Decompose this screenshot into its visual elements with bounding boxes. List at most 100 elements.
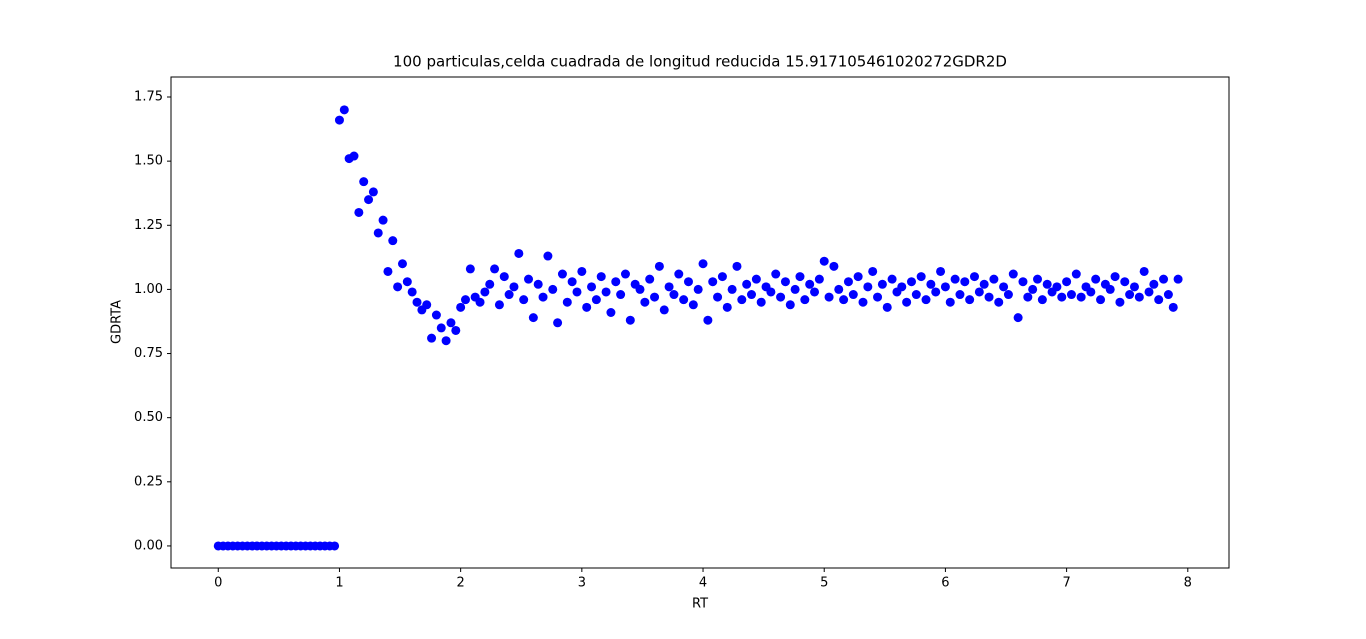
point (921, 295, 931, 305)
point (659, 305, 669, 315)
point (766, 287, 776, 297)
point (863, 282, 873, 292)
point (853, 272, 863, 282)
point (969, 272, 979, 282)
point (911, 290, 921, 300)
point (805, 279, 815, 289)
x-tick-label: 4 (699, 576, 707, 591)
point (829, 261, 839, 271)
point (747, 290, 757, 300)
point (1028, 284, 1038, 294)
point (640, 297, 650, 307)
point (814, 274, 824, 284)
point (955, 290, 965, 300)
point (1105, 284, 1115, 294)
point (635, 284, 645, 294)
point (572, 287, 582, 297)
point (722, 302, 732, 312)
point (596, 272, 606, 282)
x-tick-label: 3 (578, 576, 586, 591)
point (776, 292, 786, 302)
point (1125, 290, 1135, 300)
point (1076, 292, 1086, 302)
point (674, 269, 684, 279)
point (504, 290, 514, 300)
x-tick-label: 7 (1062, 576, 1070, 591)
y-tick-label: 1.25 (134, 218, 163, 233)
y-tick-label: 1.00 (134, 282, 163, 297)
point (364, 195, 374, 205)
y-axis-label: GDRTA (110, 300, 125, 344)
point (979, 279, 989, 289)
point (1144, 287, 1154, 297)
point (698, 259, 708, 269)
point (393, 282, 403, 292)
point (771, 269, 781, 279)
point (553, 318, 563, 328)
point (868, 266, 878, 276)
point (819, 256, 829, 266)
point (703, 315, 713, 325)
point (645, 274, 655, 284)
point (334, 115, 344, 125)
point (843, 277, 853, 287)
point (422, 300, 432, 310)
point (1052, 282, 1062, 292)
x-axis-label: RT (692, 597, 708, 612)
point (887, 274, 897, 284)
point (713, 292, 723, 302)
point (567, 277, 577, 287)
point (882, 302, 892, 312)
point (848, 290, 858, 300)
point (620, 269, 630, 279)
point (989, 274, 999, 284)
point (650, 292, 660, 302)
point (1071, 269, 1081, 279)
point (974, 287, 984, 297)
x-tick-label: 6 (941, 576, 949, 591)
point (587, 282, 597, 292)
point (1057, 292, 1067, 302)
x-tick-label: 1 (335, 576, 343, 591)
point (514, 248, 524, 258)
point (354, 207, 364, 217)
point (1154, 295, 1164, 305)
y-tick-label: 0.00 (134, 538, 163, 553)
point (524, 274, 534, 284)
plot-frame (170, 76, 1230, 569)
point (1018, 277, 1028, 287)
point (562, 297, 572, 307)
point (756, 297, 766, 307)
point (1008, 269, 1018, 279)
point (906, 277, 916, 287)
point (654, 261, 664, 271)
point (465, 264, 475, 274)
point (441, 336, 451, 346)
point (373, 228, 383, 238)
point (485, 279, 495, 289)
point (737, 295, 747, 305)
x-tick-label: 2 (457, 576, 465, 591)
point (785, 300, 795, 310)
point (940, 282, 950, 292)
point (611, 277, 621, 287)
point (1086, 287, 1096, 297)
point (407, 287, 417, 297)
point (1163, 290, 1173, 300)
point (732, 261, 742, 271)
point (926, 279, 936, 289)
point (383, 266, 393, 276)
point (742, 279, 752, 289)
y-tick-label: 1.75 (134, 90, 163, 105)
point (499, 272, 509, 282)
point (1159, 274, 1169, 284)
point (994, 297, 1004, 307)
point (877, 279, 887, 289)
point (577, 266, 587, 276)
point (616, 290, 626, 300)
point (679, 295, 689, 305)
point (1033, 274, 1043, 284)
point (858, 297, 868, 307)
point (494, 300, 504, 310)
